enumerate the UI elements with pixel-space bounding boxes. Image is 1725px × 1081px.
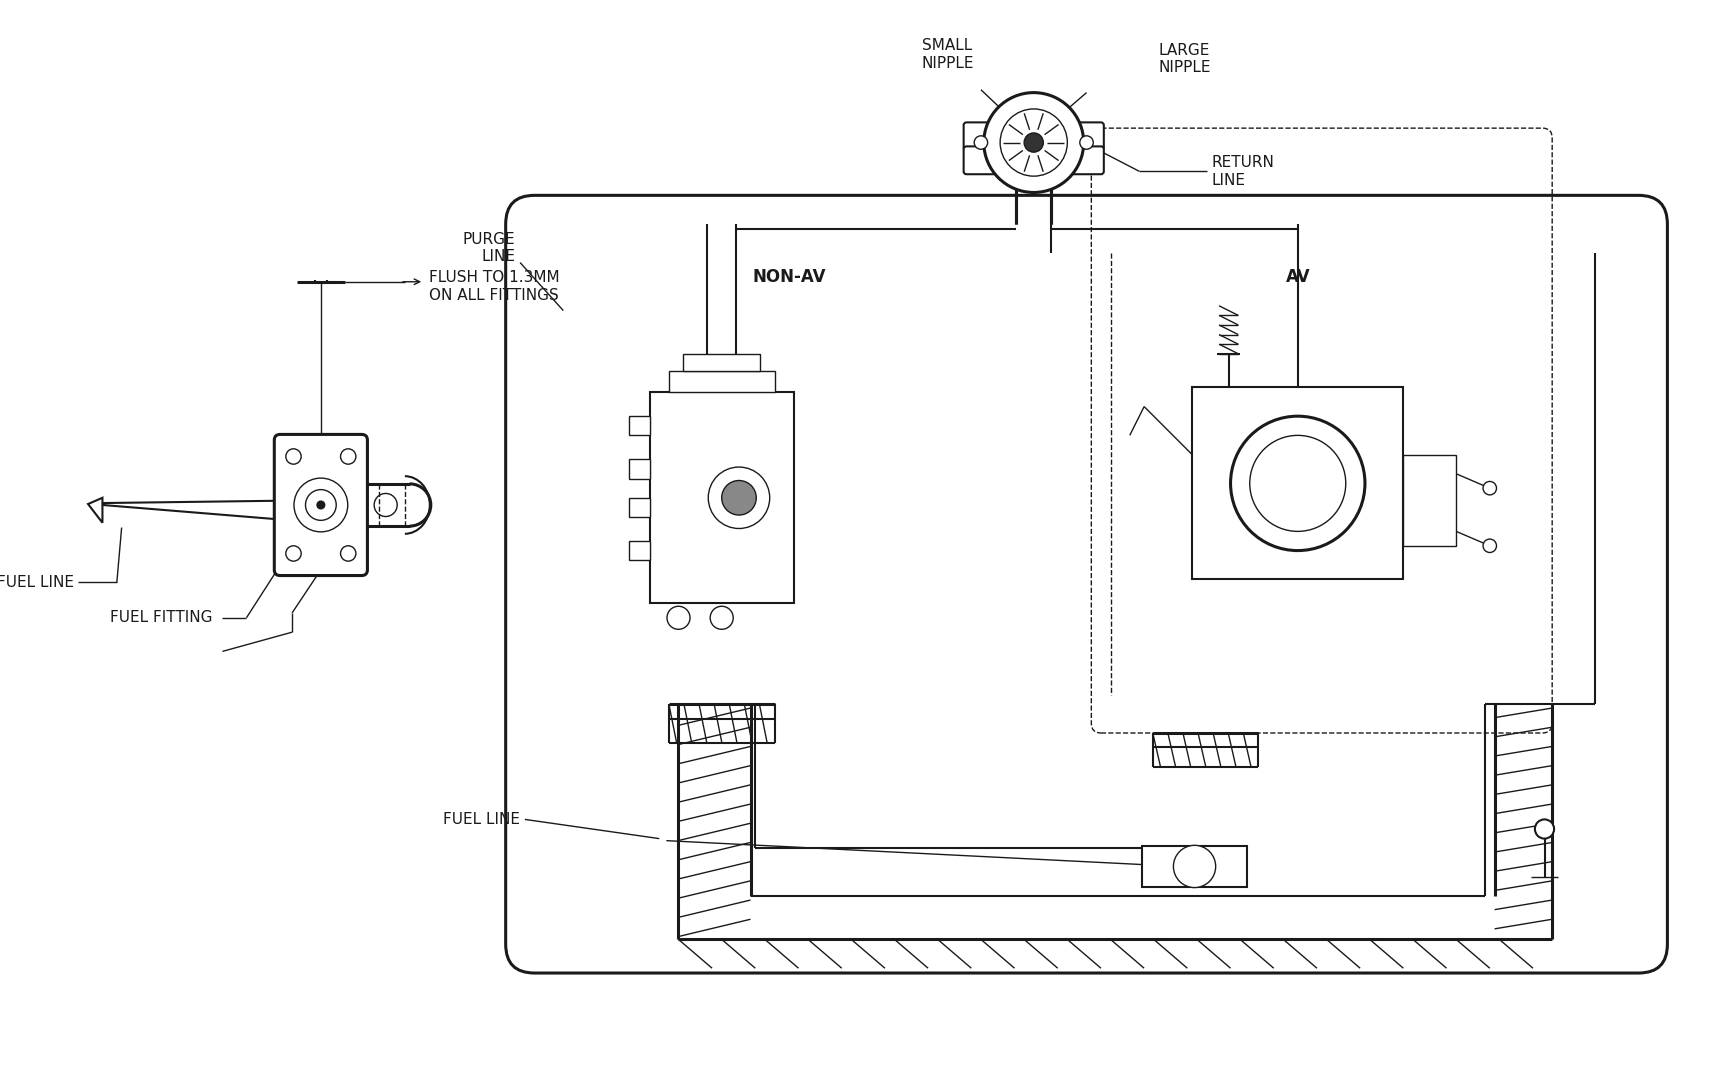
Circle shape	[1535, 819, 1554, 839]
Circle shape	[709, 467, 769, 529]
Circle shape	[317, 502, 324, 509]
Text: FUEL FITTING: FUEL FITTING	[110, 611, 212, 625]
Text: LARGE
NIPPLE: LARGE NIPPLE	[1159, 43, 1211, 76]
Circle shape	[983, 93, 1083, 192]
Text: RETURN
LINE: RETURN LINE	[1211, 156, 1275, 187]
Circle shape	[1080, 136, 1094, 149]
Circle shape	[721, 480, 756, 515]
FancyBboxPatch shape	[964, 122, 1104, 150]
Circle shape	[975, 136, 988, 149]
Bar	[628, 416, 650, 436]
Bar	[1192, 387, 1404, 579]
Bar	[628, 497, 650, 517]
Circle shape	[286, 449, 302, 464]
Text: FUEL LINE: FUEL LINE	[443, 812, 519, 827]
FancyBboxPatch shape	[964, 146, 1104, 174]
Bar	[628, 540, 650, 560]
Circle shape	[1484, 539, 1497, 552]
Text: PURGE
LINE: PURGE LINE	[462, 232, 516, 265]
Circle shape	[1230, 416, 1364, 550]
Bar	[650, 392, 794, 603]
FancyBboxPatch shape	[274, 435, 367, 575]
Circle shape	[711, 606, 733, 629]
Circle shape	[340, 546, 355, 561]
Bar	[1404, 455, 1456, 546]
Polygon shape	[102, 501, 285, 520]
Text: FUEL LINE: FUEL LINE	[0, 575, 74, 590]
FancyBboxPatch shape	[505, 196, 1668, 973]
Bar	[669, 371, 775, 392]
Circle shape	[1484, 481, 1497, 495]
Circle shape	[286, 546, 302, 561]
Bar	[1142, 846, 1247, 886]
Circle shape	[1173, 845, 1216, 888]
Text: SMALL
NIPPLE: SMALL NIPPLE	[921, 38, 973, 70]
Text: NON-AV: NON-AV	[752, 268, 826, 286]
Text: FLUSH TO 1.3MM
ON ALL FITTINGS: FLUSH TO 1.3MM ON ALL FITTINGS	[430, 270, 559, 303]
Bar	[628, 459, 650, 479]
Bar	[683, 353, 761, 371]
Circle shape	[1025, 133, 1044, 152]
Polygon shape	[88, 497, 102, 523]
Circle shape	[668, 606, 690, 629]
Circle shape	[340, 449, 355, 464]
Text: AV: AV	[1285, 268, 1309, 286]
